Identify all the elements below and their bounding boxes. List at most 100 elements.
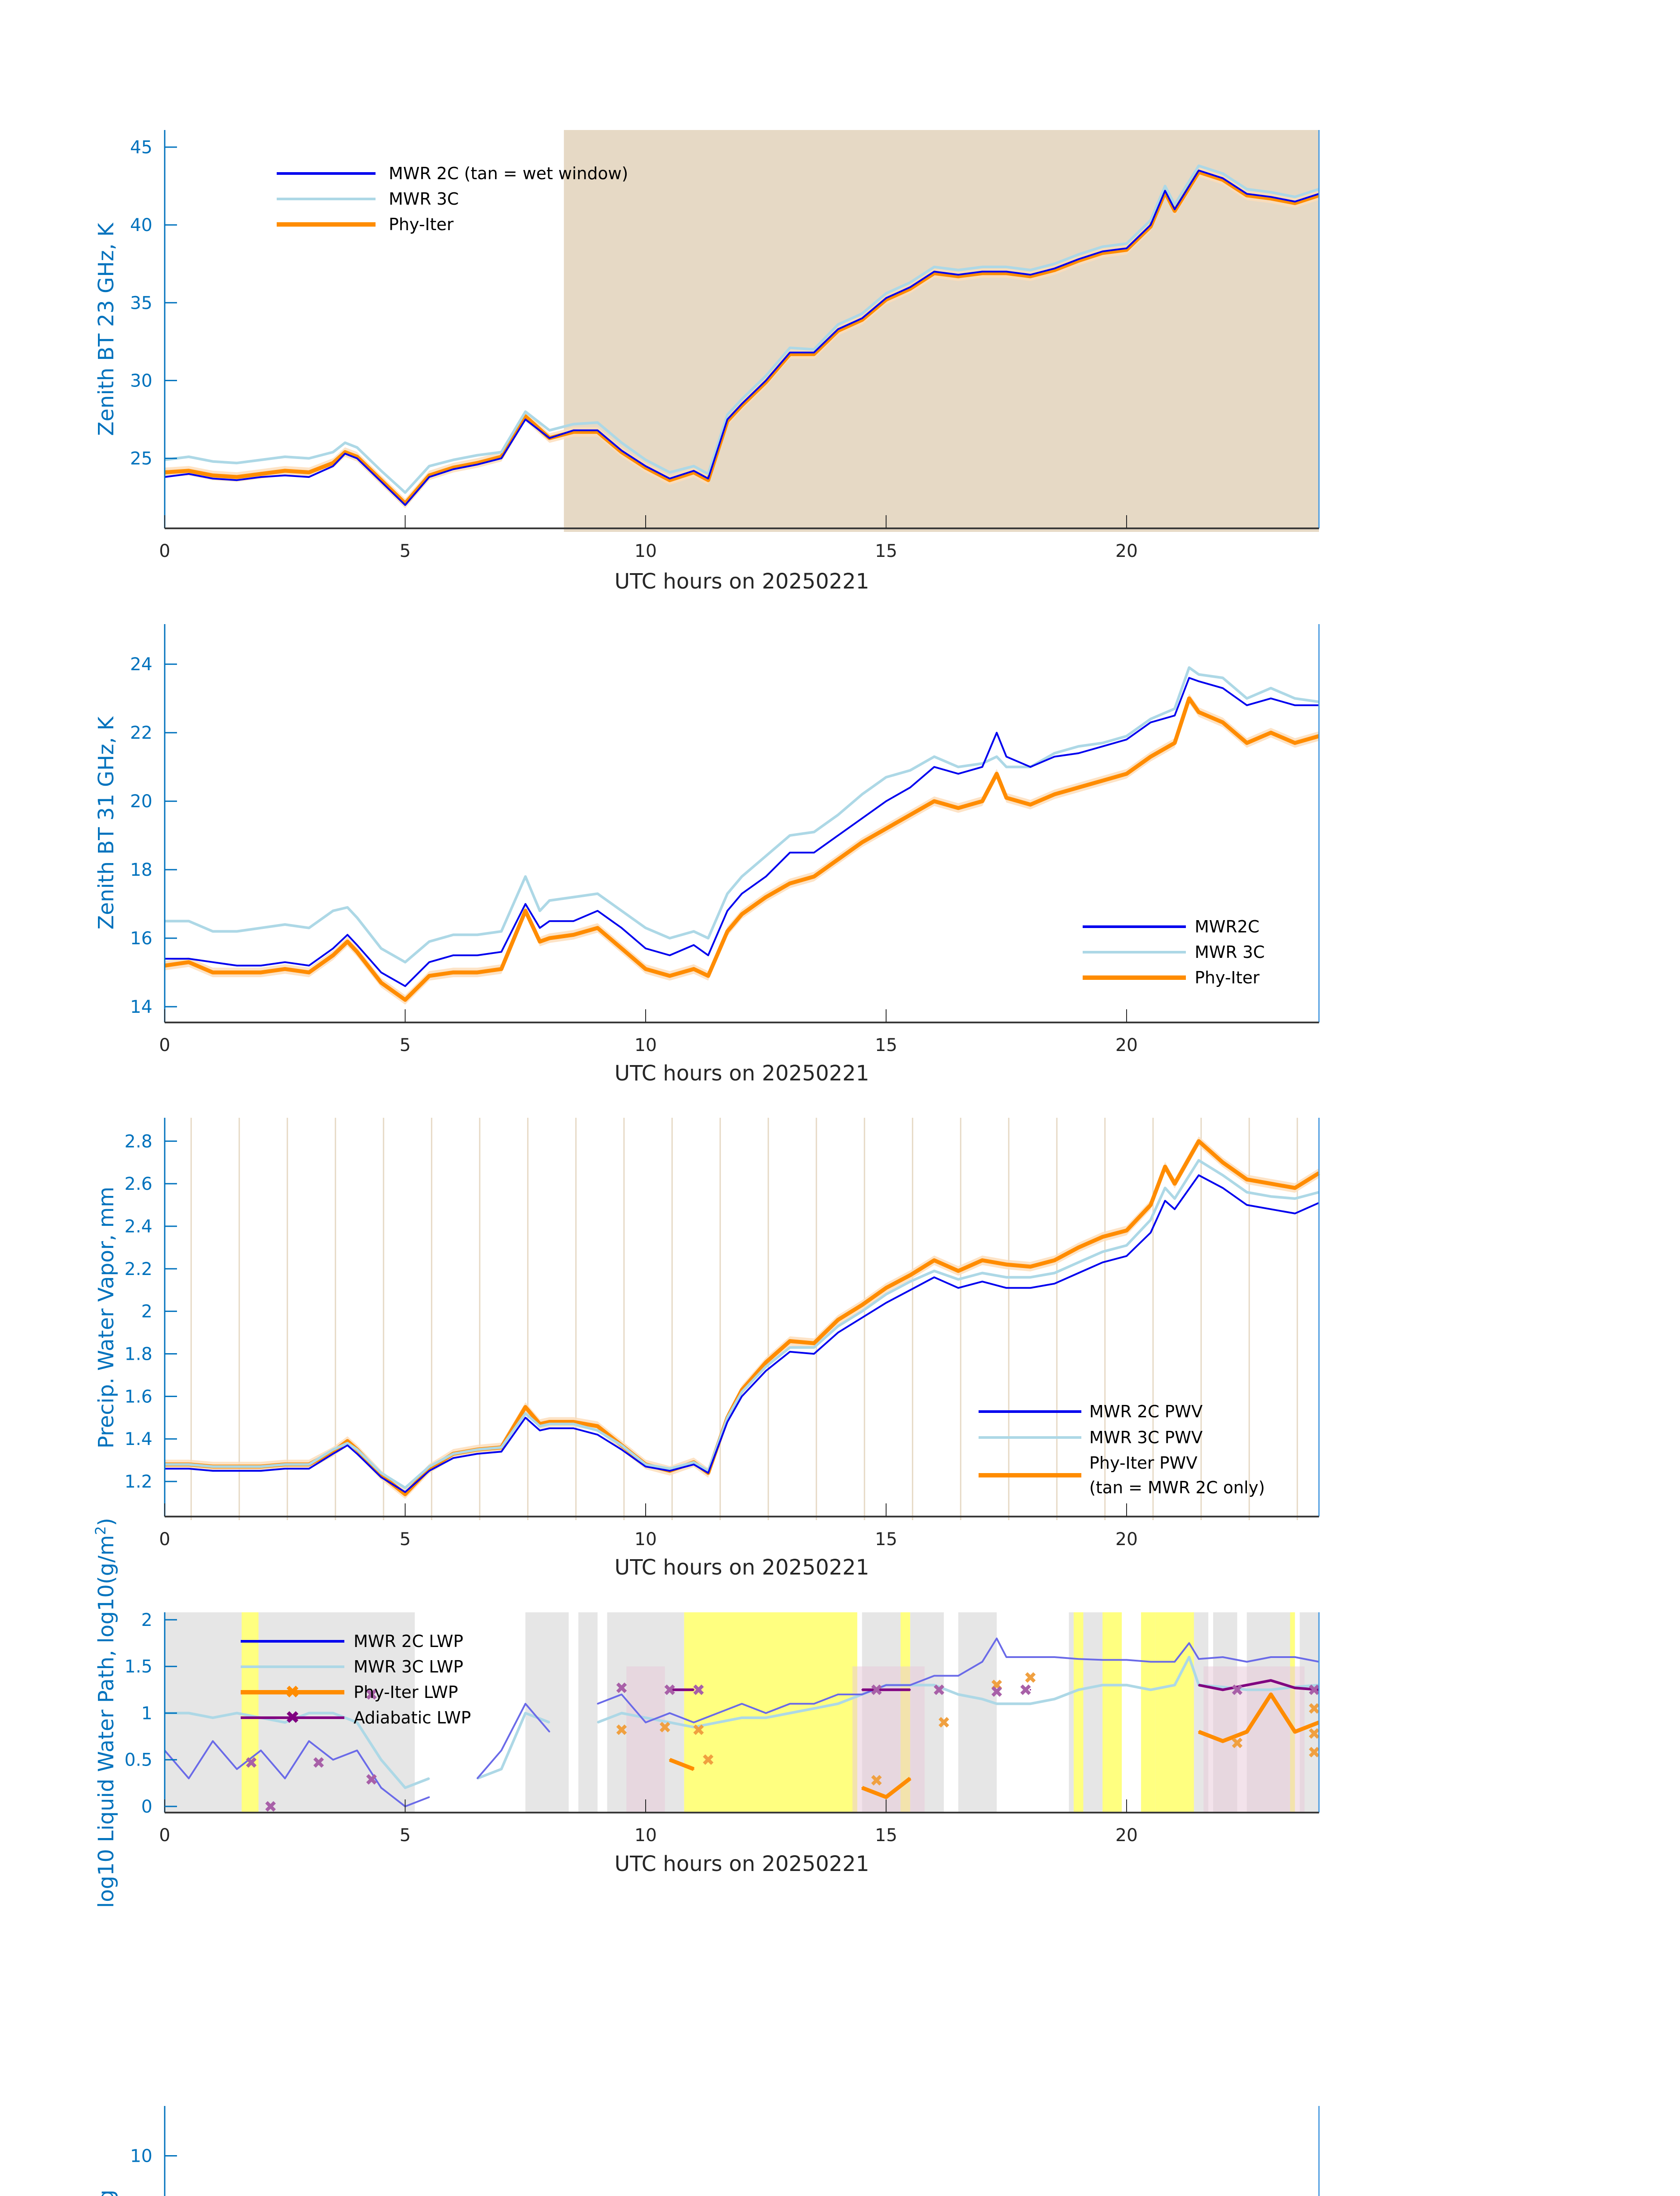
- data-point-mwr3c: [861, 313, 863, 314]
- data-point-mwr2c: [996, 732, 997, 733]
- data-point-mwr2c: [885, 800, 887, 802]
- data-point-phyiter: [1102, 252, 1103, 254]
- data-point-phyiter: [236, 972, 238, 973]
- data-point-mwr3c: [356, 447, 358, 448]
- data-point-mwr3c: [332, 451, 334, 453]
- data-point-mwr2c: [539, 927, 541, 929]
- data-point-mwr3c: [909, 1281, 911, 1282]
- data-point-mwr2c: [1164, 1200, 1166, 1202]
- data-point-mwr3c: [260, 1466, 262, 1467]
- data-point-phyiter: [1198, 1731, 1199, 1733]
- data-point-mwr2c: [693, 1463, 694, 1465]
- data-point-phyiter: [765, 896, 767, 898]
- data-point-mwr2c: [1102, 1659, 1103, 1661]
- data-point-mwr2c: [885, 1684, 887, 1686]
- data-point-mwr3c: [957, 1279, 959, 1280]
- data-point-mwr3c: [332, 1448, 334, 1450]
- data-point-mwr3c: [669, 1468, 671, 1470]
- marker-adiabatic: ✖: [365, 1771, 378, 1789]
- data-point-mwr2c: [428, 961, 430, 963]
- data-point-phyiter: [1270, 1694, 1272, 1695]
- data-point-mwr3c: [741, 876, 743, 878]
- data-point-mwr3c: [645, 1463, 647, 1465]
- data-point-phyiter: [789, 882, 791, 884]
- data-point-phyiter: [982, 800, 983, 802]
- data-point-mwr2c: [308, 476, 310, 478]
- data-point-adiabatic: [885, 1689, 887, 1690]
- y-tick-label: 25: [130, 449, 152, 469]
- data-point-phyiter: [188, 470, 190, 472]
- data-point-mwr2c: [837, 834, 839, 836]
- data-point-mwr2c: [188, 1777, 190, 1779]
- data-point-phyiter: [1078, 260, 1079, 262]
- data-point-mwr2c: [1222, 1187, 1224, 1189]
- data-point-mwr2c: [1030, 274, 1031, 275]
- data-point-phyiter: [380, 1474, 382, 1476]
- x-tick-label: 5: [400, 541, 411, 561]
- data-point-mwr3c: [1054, 1272, 1055, 1274]
- data-point-adiabatic: [1030, 1689, 1031, 1690]
- data-point-mwr2c: [861, 1317, 863, 1318]
- x-tick-label: 10: [635, 1825, 657, 1846]
- data-point-mwr2c: [1270, 196, 1272, 198]
- data-point-phyiter: [765, 1362, 767, 1363]
- pink-region: [626, 1666, 665, 1813]
- data-point-mwr3c: [1005, 766, 1007, 768]
- data-point-mwr3c: [1164, 185, 1166, 187]
- data-point-mwr3c: [693, 931, 694, 932]
- data-point-phyiter: [452, 972, 454, 973]
- y-tick-label: 2.8: [124, 1131, 152, 1152]
- data-point-mwr3c: [428, 1777, 430, 1779]
- data-point-mwr3c: [813, 831, 815, 833]
- x-axis-label: UTC hours on 20250221: [614, 569, 869, 594]
- data-point-mwr3c: [212, 461, 213, 462]
- data-point-mwr3c: [428, 1466, 430, 1467]
- data-point-mwr3c: [996, 1703, 997, 1705]
- data-point-phyiter: [693, 471, 694, 473]
- data-point-phyiter: [260, 473, 262, 475]
- data-point-mwr3c: [539, 910, 541, 912]
- panel-pwv: 0 5 10 15 20 1.2 1.4 1.6 1.8 2 2.2 2.4 2.6 2.8 UTC ho…: [94, 1118, 1320, 1580]
- data-point-mwr3c: [1102, 1251, 1103, 1253]
- data-point-mwr3c: [477, 1448, 478, 1450]
- data-point-phyiter: [347, 941, 348, 943]
- series-line-mwr2c: [165, 677, 1319, 987]
- data-point-mwr2c: [909, 1684, 911, 1686]
- series-line-mwr3c: [164, 164, 1319, 494]
- data-point-mwr2c: [1150, 1661, 1152, 1663]
- data-point-mwr2c: [1174, 715, 1175, 716]
- data-point-mwr2c: [933, 1276, 935, 1278]
- data-point-phyiter: [1174, 210, 1175, 212]
- data-point-mwr3c: [789, 1347, 791, 1348]
- data-point-phyiter: [524, 910, 526, 912]
- data-point-mwr3c: [1174, 204, 1175, 206]
- data-point-mwr3c: [452, 934, 454, 935]
- data-point-mwr2c: [813, 852, 815, 853]
- data-point-mwr2c: [284, 961, 286, 963]
- data-point-mwr2c: [1198, 1658, 1199, 1660]
- data-point-phyiter: [885, 1796, 887, 1798]
- data-point-mwr2c: [347, 934, 348, 935]
- data-point-phyiter: [1270, 198, 1272, 199]
- data-point-mwr3c: [1222, 677, 1224, 679]
- data-point-mwr2c: [188, 473, 190, 475]
- phyiter-uncertainty-band: [165, 167, 1319, 509]
- data-point-phyiter: [1078, 787, 1079, 788]
- marker-adiabatic: ✖: [1231, 1681, 1244, 1699]
- data-point-mwr3c: [308, 1463, 310, 1465]
- data-point-phyiter: [693, 1768, 694, 1770]
- data-point-phyiter: [669, 479, 671, 481]
- data-point-phyiter: [1222, 722, 1224, 723]
- data-point-phyiter: [909, 288, 911, 289]
- data-point-mwr3c: [573, 1423, 574, 1425]
- data-point-mwr3c: [957, 1694, 959, 1695]
- data-point-mwr2c: [236, 1470, 238, 1472]
- x-tick-label: 20: [1116, 1529, 1138, 1549]
- data-point-phyiter: [284, 968, 286, 970]
- marker-adiabatic: ✖: [663, 1681, 676, 1699]
- yellow-region: [684, 1612, 857, 1813]
- data-point-mwr3c: [1246, 188, 1248, 190]
- data-point-phyiter: [645, 467, 647, 469]
- data-point-mwr3c: [813, 1347, 815, 1348]
- legend: MWR 2C PWV MWR 3C PWV Phy-Iter PWV (tan …: [979, 1402, 1265, 1497]
